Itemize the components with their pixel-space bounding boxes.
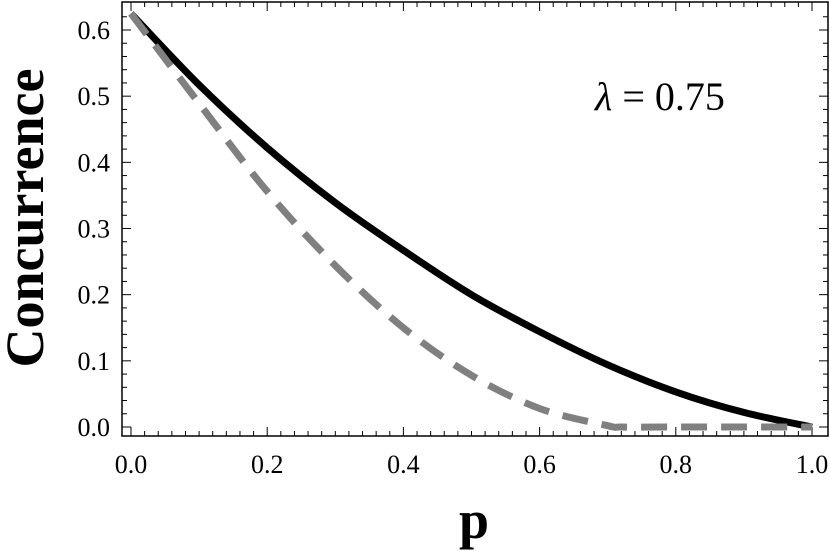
x-tick-label: 0.8 [660, 450, 693, 479]
series-line-solid [128, 11, 813, 431]
lambda-symbol: λ [594, 74, 612, 119]
x-tick-labels: 0.0 0.2 0.4 0.6 0.8 1.0 [115, 450, 829, 479]
tick-marks [122, 2, 828, 436]
y-tick-label: 0.3 [78, 215, 111, 244]
x-axis-title: p [459, 490, 489, 550]
y-axis-title: Concurrence [0, 69, 55, 368]
lambda-value: = 0.75 [612, 74, 725, 119]
x-tick-label: 0.4 [387, 450, 420, 479]
y-tick-label: 0.0 [78, 413, 111, 442]
y-tick-label: 0.5 [78, 82, 111, 111]
x-tick-label: 0.0 [115, 450, 148, 479]
plot-frame [121, 1, 829, 437]
x-tick-label: 0.6 [523, 450, 556, 479]
y-tick-label: 0.1 [78, 347, 111, 376]
y-tick-labels: 0.0 0.1 0.2 0.3 0.4 0.5 0.6 [78, 16, 111, 442]
series-layer [128, 11, 813, 431]
x-tick-label: 0.2 [251, 450, 284, 479]
y-tick-label: 0.6 [78, 16, 111, 45]
series-line-dashed [128, 11, 812, 431]
y-tick-label: 0.4 [78, 148, 111, 177]
lambda-annotation: λ = 0.75 [594, 74, 725, 119]
y-tick-label: 0.2 [78, 281, 111, 310]
x-tick-label: 1.0 [796, 450, 829, 479]
